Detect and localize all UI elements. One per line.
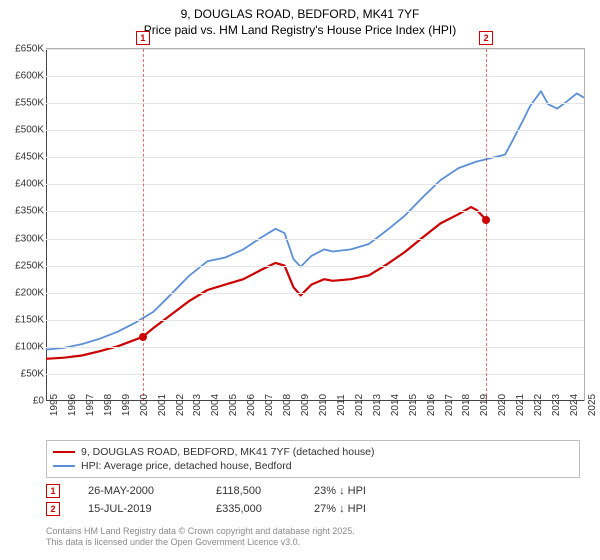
x-tick-label: 2023 — [551, 394, 562, 416]
sale-date: 26-MAY-2000 — [88, 485, 188, 497]
sale-marker-dot — [482, 216, 490, 224]
gridline — [46, 76, 584, 77]
y-tick-label: £300K — [15, 233, 44, 244]
legend-label: HPI: Average price, detached house, Bedf… — [81, 460, 292, 472]
series-line-price_paid — [46, 207, 486, 359]
x-tick-label: 2012 — [354, 394, 365, 416]
gridline — [46, 347, 584, 348]
x-tick-label: 2000 — [139, 394, 150, 416]
sale-marker-dot — [139, 333, 147, 341]
sale-row: 2 15-JUL-2019 £335,000 27% ↓ HPI — [46, 500, 394, 518]
gridline — [46, 320, 584, 321]
gridline — [46, 103, 584, 104]
x-tick-label: 2010 — [318, 394, 329, 416]
chart-plot-area: £0£50K£100K£150K£200K£250K£300K£350K£400… — [46, 48, 585, 401]
y-tick-label: £550K — [15, 98, 44, 109]
gridline — [46, 184, 584, 185]
y-tick-label: £450K — [15, 152, 44, 163]
x-tick-label: 1996 — [67, 394, 78, 416]
x-tick-label: 2016 — [426, 394, 437, 416]
y-tick-label: £400K — [15, 179, 44, 190]
x-tick-label: 2020 — [497, 394, 508, 416]
sale-price: £118,500 — [216, 485, 286, 497]
gridline — [46, 293, 584, 294]
sale-marker-badge: 2 — [46, 502, 60, 516]
sale-marker-badge: 2 — [479, 31, 493, 45]
x-tick-label: 2017 — [444, 394, 455, 416]
legend: 9, DOUGLAS ROAD, BEDFORD, MK41 7YF (deta… — [46, 440, 580, 478]
y-tick-label: £650K — [15, 44, 44, 55]
x-tick-label: 2021 — [515, 394, 526, 416]
x-tick-label: 2007 — [264, 394, 275, 416]
y-tick-label: £50K — [21, 368, 44, 379]
sale-price: £335,000 — [216, 503, 286, 515]
copyright-notice: Contains HM Land Registry data © Crown c… — [46, 526, 355, 549]
y-tick-label: £100K — [15, 341, 44, 352]
x-tick-label: 2005 — [228, 394, 239, 416]
title-line-2: Price paid vs. HM Land Registry's House … — [0, 22, 600, 38]
x-tick-label: 2009 — [300, 394, 311, 416]
title-line-1: 9, DOUGLAS ROAD, BEDFORD, MK41 7YF — [0, 6, 600, 22]
legend-swatch — [53, 451, 75, 453]
x-tick-label: 2025 — [587, 394, 598, 416]
x-tick-label: 2006 — [246, 394, 257, 416]
x-tick-label: 2004 — [210, 394, 221, 416]
gridline — [46, 239, 584, 240]
sale-row: 1 26-MAY-2000 £118,500 23% ↓ HPI — [46, 482, 394, 500]
gridline — [46, 157, 584, 158]
y-tick-label: £500K — [15, 125, 44, 136]
y-tick-label: £0 — [33, 396, 44, 407]
x-tick-label: 1999 — [121, 394, 132, 416]
gridline — [46, 49, 584, 50]
sale-marker-line — [143, 49, 144, 401]
x-tick-label: 2018 — [461, 394, 472, 416]
sale-marker-line — [486, 49, 487, 401]
sale-date: 15-JUL-2019 — [88, 503, 188, 515]
sales-table: 1 26-MAY-2000 £118,500 23% ↓ HPI 2 15-JU… — [46, 482, 394, 518]
x-tick-label: 2015 — [408, 394, 419, 416]
copyright-line-1: Contains HM Land Registry data © Crown c… — [46, 526, 355, 537]
legend-label: 9, DOUGLAS ROAD, BEDFORD, MK41 7YF (deta… — [81, 446, 375, 458]
chart-lines-svg — [46, 49, 584, 401]
gridline — [46, 130, 584, 131]
x-tick-label: 2022 — [533, 394, 544, 416]
y-tick-label: £600K — [15, 71, 44, 82]
y-tick-label: £150K — [15, 314, 44, 325]
legend-item: HPI: Average price, detached house, Bedf… — [53, 459, 573, 473]
y-tick-label: £200K — [15, 287, 44, 298]
x-tick-label: 1995 — [49, 394, 60, 416]
x-tick-label: 2002 — [175, 394, 186, 416]
sale-hpi-delta: 23% ↓ HPI — [314, 485, 394, 497]
gridline — [46, 211, 584, 212]
x-tick-label: 2003 — [192, 394, 203, 416]
gridline — [46, 374, 584, 375]
x-tick-label: 1997 — [85, 394, 96, 416]
gridline — [46, 266, 584, 267]
x-tick-label: 2001 — [157, 394, 168, 416]
sale-marker-badge: 1 — [46, 484, 60, 498]
x-tick-label: 2008 — [282, 394, 293, 416]
page-root: 9, DOUGLAS ROAD, BEDFORD, MK41 7YF Price… — [0, 0, 600, 560]
x-tick-label: 2024 — [569, 394, 580, 416]
x-tick-label: 2019 — [479, 394, 490, 416]
chart-title: 9, DOUGLAS ROAD, BEDFORD, MK41 7YF Price… — [0, 0, 600, 38]
x-tick-label: 2014 — [390, 394, 401, 416]
legend-swatch — [53, 465, 75, 467]
x-tick-label: 2011 — [336, 394, 347, 416]
sale-marker-badge: 1 — [136, 31, 150, 45]
copyright-line-2: This data is licensed under the Open Gov… — [46, 537, 355, 548]
x-tick-label: 2013 — [372, 394, 383, 416]
y-tick-label: £250K — [15, 260, 44, 271]
sale-hpi-delta: 27% ↓ HPI — [314, 503, 394, 515]
legend-item: 9, DOUGLAS ROAD, BEDFORD, MK41 7YF (deta… — [53, 445, 573, 459]
y-tick-label: £350K — [15, 206, 44, 217]
x-tick-label: 1998 — [103, 394, 114, 416]
